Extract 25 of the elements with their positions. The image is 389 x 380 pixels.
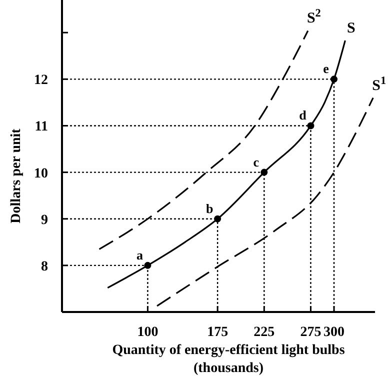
series-label: S$^{1}$	[372, 74, 386, 94]
annotation: d	[299, 108, 308, 123]
x-axis-title: Quantity of energy-efficient light bulbs (thousands)	[112, 343, 346, 376]
x-tick-label: 300	[324, 325, 345, 340]
point	[330, 76, 338, 83]
y-tick-label: 12	[34, 73, 48, 88]
y-tick-label: 8	[41, 259, 48, 274]
point	[214, 215, 222, 222]
x-tick-label: 275	[300, 325, 322, 340]
y-tick-label: 9	[41, 212, 48, 228]
point	[144, 262, 152, 269]
x-tick-label: 225	[254, 325, 275, 340]
point	[307, 122, 314, 130]
x-tick-label: 100	[137, 325, 158, 340]
annotation: e	[323, 61, 330, 76]
y-tick-label: 10	[34, 166, 48, 182]
series-label: S$^{2}$	[306, 8, 322, 27]
annotation: b	[206, 200, 214, 216]
series-label: S	[347, 20, 356, 37]
annotation: a	[136, 247, 144, 262]
point	[260, 168, 268, 176]
y-tick-label: 11	[34, 120, 48, 135]
y-axis-title: Dollars per unit	[9, 128, 24, 224]
annotation: c	[253, 154, 260, 170]
x-tick-label: 175	[207, 325, 228, 340]
